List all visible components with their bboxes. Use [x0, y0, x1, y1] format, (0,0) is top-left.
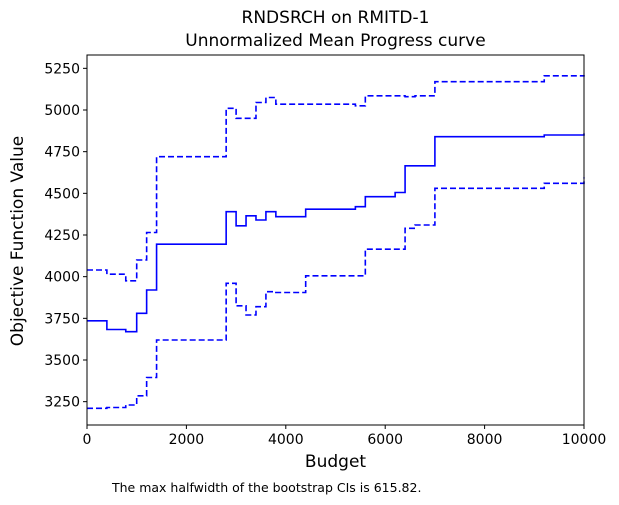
y-axis: 3250 3500 3750 4000 4250 4500 4750 5000 5250 [44, 61, 87, 411]
x-tick-label: 10000 [562, 432, 607, 448]
y-axis-label: Objective Function Value [8, 135, 28, 347]
x-tick-label: 8000 [467, 432, 503, 448]
y-tick-label: 4000 [44, 270, 80, 286]
plot-frame [86, 54, 585, 426]
mean-progress-line [87, 133, 585, 333]
x-tick-label: 6000 [367, 432, 403, 448]
y-tick-label: 3500 [44, 353, 80, 369]
y-tick-label: 4250 [44, 228, 80, 244]
x-tick-label: 0 [83, 432, 92, 448]
x-axis-label: Budget [304, 452, 367, 472]
y-tick-label: 5250 [44, 61, 80, 77]
series-layer [87, 75, 585, 410]
y-tick-label: 4750 [44, 145, 80, 161]
ci-lower-line [87, 177, 585, 410]
x-tick-label: 4000 [268, 432, 304, 448]
y-tick-label: 4500 [44, 186, 80, 202]
y-tick-label: 3750 [44, 311, 80, 327]
chart-title: RNDSRCH on RMITD-1 [241, 8, 430, 28]
x-tick-label: 2000 [169, 432, 205, 448]
y-tick-label: 3250 [44, 395, 80, 411]
chart-subtitle: Unnormalized Mean Progress curve [185, 31, 486, 51]
x-axis: 0 2000 4000 6000 8000 10000 [83, 425, 607, 448]
ci-halfwidth-note: The max halfwidth of the bootstrap CIs i… [112, 480, 422, 495]
ci-upper-line [87, 75, 585, 282]
y-tick-label: 5000 [44, 103, 80, 119]
